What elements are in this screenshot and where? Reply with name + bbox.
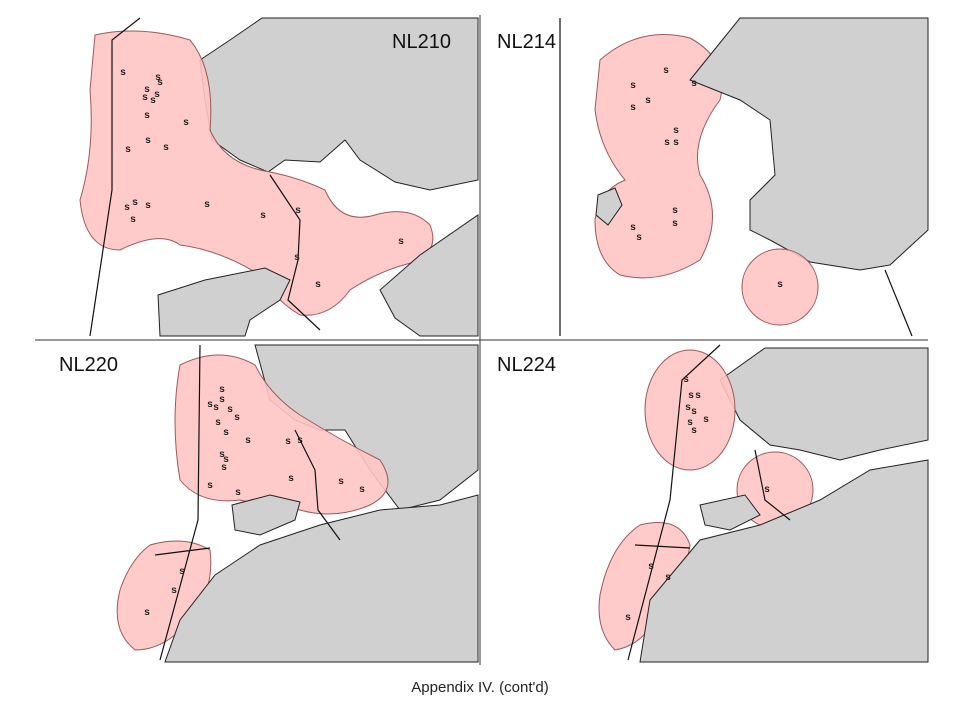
sighting-marker: s (294, 252, 300, 263)
panel-nl224 (598, 344, 929, 663)
sighting-marker: s (359, 484, 365, 495)
sighting-marker: s (673, 125, 679, 136)
sighting-marker: s (234, 412, 240, 423)
sighting-marker: s (665, 572, 671, 583)
sighting-marker: s (245, 435, 251, 446)
sighting-marker: s (120, 67, 126, 78)
land (639, 459, 929, 663)
sighting-marker: s (163, 142, 169, 153)
sighting-marker: s (691, 425, 697, 436)
sighting-marker: s (691, 406, 697, 417)
sighting-marker: s (150, 95, 156, 106)
sighting-marker: s (213, 402, 219, 413)
land (699, 494, 761, 531)
sighting-marker: s (630, 222, 636, 233)
sighting-marker: s (672, 205, 678, 216)
sighting-marker: s (315, 279, 321, 290)
panel-nl210 (79, 17, 479, 337)
buffer-zone (741, 248, 819, 326)
sighting-marker: s (691, 78, 697, 89)
land (719, 347, 929, 461)
sighting-marker: s (183, 117, 189, 128)
sighting-marker: s (204, 199, 210, 210)
sighting-marker: s (132, 197, 138, 208)
sighting-marker: s (672, 218, 678, 229)
panel-label: NL214 (497, 31, 556, 53)
buffer-zone (644, 349, 736, 471)
road (627, 344, 791, 661)
panel-nl220 (116, 344, 479, 663)
land (157, 267, 291, 337)
sighting-marker: s (157, 77, 163, 88)
sighting-marker: s (145, 200, 151, 211)
buffer-zone (594, 33, 723, 279)
sighting-marker: s (219, 449, 225, 460)
panel-label: NL224 (497, 354, 556, 376)
road (559, 18, 913, 337)
sighting-marker: s (260, 210, 266, 221)
sighting-marker: s (630, 102, 636, 113)
sighting-marker: s (144, 607, 150, 618)
sighting-marker: s (683, 374, 689, 385)
sighting-marker: s (673, 137, 679, 148)
sighting-marker: s (154, 89, 160, 100)
sighting-marker: s (219, 384, 225, 395)
sighting-marker: s (625, 612, 631, 623)
sighting-marker: s (142, 92, 148, 103)
sighting-marker: s (695, 390, 701, 401)
land (164, 494, 479, 663)
panel-nl214 (559, 17, 929, 337)
sighting-marker: s (645, 95, 651, 106)
sighting-marker: s (297, 435, 303, 446)
road (89, 17, 321, 337)
sighting-marker: s (227, 404, 233, 415)
sighting-marker: s (207, 480, 213, 491)
sighting-marker: s (664, 137, 670, 148)
sighting-marker: s (145, 135, 151, 146)
sighting-marker: s (223, 454, 229, 465)
sighting-marker: s (648, 561, 654, 572)
sighting-marker: s (144, 84, 150, 95)
sighting-marker: s (688, 390, 694, 401)
sighting-marker: s (221, 462, 227, 473)
panel-label: NL210 (392, 31, 451, 53)
sighting-marker: s (235, 487, 241, 498)
sighting-marker: s (179, 566, 185, 577)
sighting-marker: s (685, 402, 691, 413)
sighting-marker: s (338, 476, 344, 487)
sighting-marker: s (223, 427, 229, 438)
sighting-marker: s (295, 205, 301, 216)
buffer-zone (174, 354, 389, 515)
land (595, 187, 623, 226)
land (379, 214, 479, 337)
sighting-marker: s (636, 232, 642, 243)
sighting-marker: s (130, 214, 136, 225)
sighting-marker: s (219, 394, 225, 405)
sighting-marker: s (285, 436, 291, 447)
buffer-zone (598, 522, 691, 651)
sighting-marker: s (777, 279, 783, 290)
sighting-marker: s (155, 72, 161, 83)
sighting-marker: s (207, 399, 213, 410)
land (199, 17, 479, 191)
sighting-marker: s (687, 417, 693, 428)
sighting-marker: s (144, 110, 150, 121)
land (231, 494, 301, 536)
sighting-marker: s (764, 484, 770, 495)
sighting-marker: s (630, 80, 636, 91)
land (689, 17, 929, 271)
sighting-marker: s (125, 144, 131, 155)
sighting-marker: s (398, 236, 404, 247)
panel-label: NL220 (59, 354, 118, 376)
sighting-marker: s (288, 473, 294, 484)
sighting-marker: s (703, 414, 709, 425)
sighting-marker: s (171, 585, 177, 596)
road (154, 344, 341, 661)
sighting-marker: s (663, 65, 669, 76)
caption: Appendix IV. (cont'd) (411, 679, 548, 696)
sighting-marker: s (215, 417, 221, 428)
sighting-marker: s (124, 202, 130, 213)
